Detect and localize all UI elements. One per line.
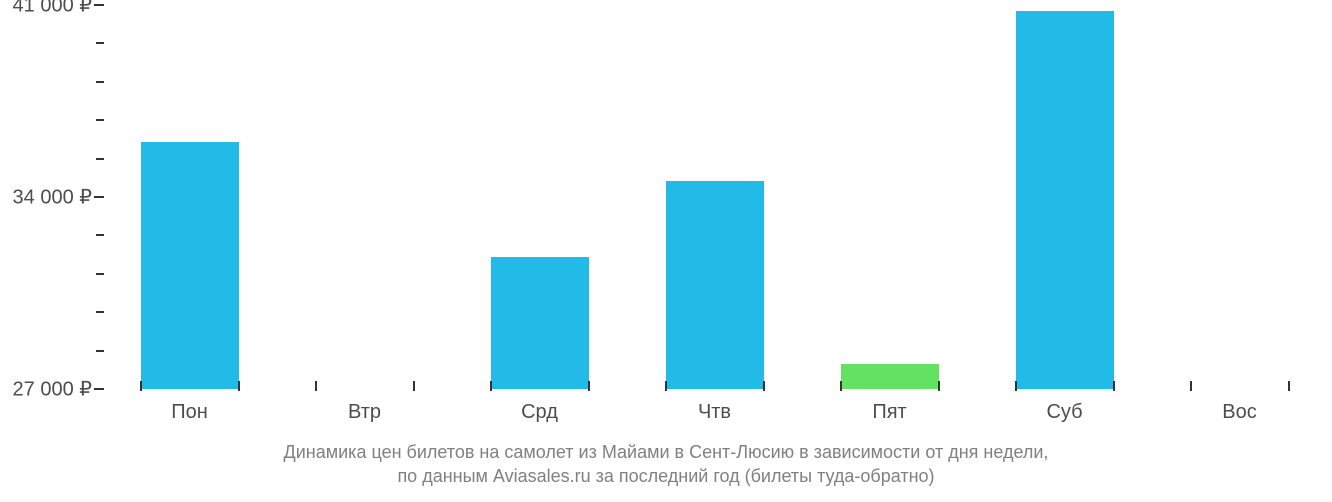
x-axis-label: Срд bbox=[521, 401, 558, 424]
plot-area: 27 000 ₽34 000 ₽41 000 ₽ПонВтрСрдЧтвПятС… bbox=[102, 5, 1327, 389]
x-axis-label: Втр bbox=[348, 401, 381, 424]
x-tick bbox=[840, 381, 842, 391]
x-axis-label: Пон bbox=[171, 401, 208, 424]
y-minor-tick bbox=[96, 311, 104, 313]
x-tick bbox=[665, 381, 667, 391]
y-minor-tick bbox=[96, 273, 104, 275]
x-tick bbox=[238, 381, 240, 391]
x-tick bbox=[490, 381, 492, 391]
y-minor-tick bbox=[96, 119, 104, 121]
y-minor-tick bbox=[96, 234, 104, 236]
chart-caption: Динамика цен билетов на самолет из Майам… bbox=[0, 440, 1332, 489]
y-axis-label: 27 000 ₽ bbox=[13, 377, 92, 402]
y-minor-tick bbox=[96, 158, 104, 160]
x-axis-label: Суб bbox=[1046, 401, 1082, 424]
caption-line: по данным Aviasales.ru за последний год … bbox=[0, 464, 1332, 488]
x-tick bbox=[315, 381, 317, 391]
y-major-tick bbox=[94, 196, 104, 198]
bar-Срд bbox=[491, 257, 589, 389]
y-major-tick bbox=[94, 4, 104, 6]
x-axis-label: Пят bbox=[872, 401, 906, 424]
y-minor-tick bbox=[96, 350, 104, 352]
x-tick bbox=[1190, 381, 1192, 391]
bar-Суб bbox=[1016, 11, 1114, 390]
x-tick bbox=[1288, 381, 1290, 391]
x-tick bbox=[1113, 381, 1115, 391]
y-axis-label: 34 000 ₽ bbox=[13, 185, 92, 210]
bar-Пят bbox=[841, 364, 939, 389]
x-tick bbox=[588, 381, 590, 391]
y-minor-tick bbox=[96, 81, 104, 83]
x-tick bbox=[938, 381, 940, 391]
x-tick bbox=[413, 381, 415, 391]
x-tick bbox=[140, 381, 142, 391]
price-by-weekday-chart: 27 000 ₽ 34 000 ₽ 41 000 ₽ Пон Втр Срд Чтв Пят С… bbox=[0, 0, 1332, 502]
y-axis-label: 41 000 ₽ bbox=[13, 0, 92, 18]
x-axis-label: Чтв bbox=[698, 401, 731, 424]
bar-Чтв bbox=[666, 181, 764, 389]
y-minor-tick bbox=[96, 42, 104, 44]
x-tick bbox=[1015, 381, 1017, 391]
bar-Пон bbox=[141, 142, 239, 389]
y-major-tick bbox=[94, 388, 104, 390]
caption-line: Динамика цен билетов на самолет из Майам… bbox=[0, 440, 1332, 464]
x-tick bbox=[763, 381, 765, 391]
x-axis-label: Вос bbox=[1222, 401, 1256, 424]
